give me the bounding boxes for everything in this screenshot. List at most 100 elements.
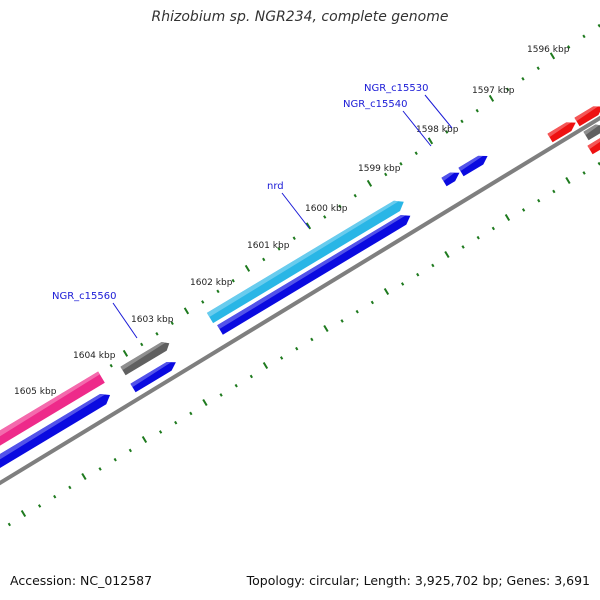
inner-scale-tick <box>113 457 117 462</box>
scale-tick <box>140 342 144 347</box>
inner-scale-tick <box>431 263 435 268</box>
scale-tick <box>399 162 403 166</box>
inner-scale-tick <box>565 176 571 185</box>
inner-scale-tick <box>323 324 329 333</box>
blue-gene-4 <box>130 362 176 393</box>
gene-label-ngr-c15530: NGR_c15530 <box>364 83 453 129</box>
blue-gene-1 <box>441 172 460 187</box>
blue-gene-3 <box>217 215 411 335</box>
tick-label: 1601 kbp <box>247 241 290 251</box>
red-gene-1 <box>547 122 576 143</box>
leader-line <box>281 192 310 229</box>
scale-tick <box>170 321 174 326</box>
scale-tick <box>582 34 586 39</box>
pink-gene <box>0 371 105 446</box>
inner-scale-tick <box>310 337 314 342</box>
inner-scale-tick <box>174 420 178 425</box>
scale-tick <box>338 204 342 209</box>
scale-tick <box>414 151 418 156</box>
scale-tick <box>536 66 540 71</box>
gene-features <box>0 106 600 468</box>
inner-scale-tick <box>7 522 11 527</box>
accession-text: Accession: NC_012587 <box>10 573 153 588</box>
inner-scale-tick <box>355 309 359 314</box>
inner-scale-tick <box>141 435 148 444</box>
red-gene-2 <box>574 106 600 127</box>
scale-tick <box>323 215 327 219</box>
scale-tick <box>460 119 464 124</box>
inner-scale-tick <box>416 272 420 277</box>
gene-label-ngr-c15560: NGR_c15560 <box>52 291 138 339</box>
gene-label-ngr-c15540: NGR_c15540 <box>343 99 432 147</box>
map-title: Rhizobium sp. NGR234, complete genome <box>151 9 449 25</box>
genome-summary-text: Topology: circular; Length: 3,925,702 bp… <box>246 573 590 588</box>
tick-label: 1605 kbp <box>14 387 57 397</box>
gene-label-text: nrd <box>267 181 284 192</box>
tick-label: 1603 kbp <box>131 315 174 325</box>
backbone-line <box>0 115 600 486</box>
scale-tick <box>183 307 190 315</box>
scale-tick <box>244 264 251 272</box>
inner-scale-tick <box>444 250 450 259</box>
scale-tick <box>549 52 556 60</box>
inner-scale-tick <box>537 198 541 203</box>
scale-tick <box>262 257 266 262</box>
scale-tick <box>488 94 495 102</box>
scale-tick <box>277 247 281 251</box>
inner-scale-tick <box>279 356 284 360</box>
scale-tick <box>155 332 159 336</box>
inner-scale-tick <box>53 494 57 499</box>
inner-scale-tick <box>370 300 374 305</box>
inner-scale-tick <box>158 430 163 434</box>
inner-scale-tick <box>219 393 223 397</box>
inner-scale-tick <box>552 189 556 194</box>
leader-line <box>112 302 138 339</box>
inner-scale-tick <box>37 504 42 508</box>
blue-gene-5 <box>0 393 111 468</box>
scale-tick <box>216 289 220 294</box>
gray-gene-c15560 <box>120 342 170 376</box>
scale-tick <box>353 193 357 198</box>
scale-tick <box>475 108 479 113</box>
inner-scale-tick <box>295 346 299 351</box>
inner-scale-tick <box>582 171 586 175</box>
scale-tick <box>231 278 235 283</box>
inner-scale-tick <box>262 361 269 370</box>
tick-label: 1597 kbp <box>472 86 515 96</box>
cyan-gene-nrd <box>206 200 404 324</box>
inner-scale-tick <box>128 448 132 453</box>
blue-gene-2 <box>458 155 488 177</box>
gene-label-nrd: nrd <box>267 181 310 229</box>
backbone <box>0 115 600 486</box>
gene-label-text: NGR_c15560 <box>52 291 117 302</box>
inner-scale-tick <box>202 398 208 407</box>
inner-scale-tick <box>504 213 511 222</box>
tick-label: 1600 kbp <box>305 204 348 214</box>
tick-label: 1599 kbp <box>358 164 401 174</box>
scale-tick <box>506 87 510 92</box>
inner-scale-tick <box>383 287 390 296</box>
tick-label: 1598 kbp <box>416 125 459 135</box>
leader-line <box>424 94 453 129</box>
gray-gene-top <box>583 124 600 141</box>
inner-scale-tick <box>400 282 405 286</box>
inner-scale-tick <box>340 319 344 323</box>
scale-tick <box>109 363 113 368</box>
inner-scale-tick <box>68 485 72 490</box>
tick-label: 1596 kbp <box>527 45 570 55</box>
scale-tick <box>201 300 205 304</box>
scale-tick <box>366 179 373 187</box>
gene-label-text: NGR_c15540 <box>343 99 408 110</box>
inner-scale-tick <box>461 245 465 249</box>
scale-tick <box>567 45 571 49</box>
inner-scale-tick <box>491 226 495 231</box>
scale-tick <box>305 222 312 230</box>
tick-label: 1604 kbp <box>73 351 116 361</box>
scale-tick <box>445 130 449 134</box>
inner-scale-tick <box>521 208 526 212</box>
scale-tick <box>122 349 129 357</box>
scale-ticks: 1596 kbp 1597 kbp 1598 kbp 1599 kbp 1600 kbp… <box>0 23 600 527</box>
